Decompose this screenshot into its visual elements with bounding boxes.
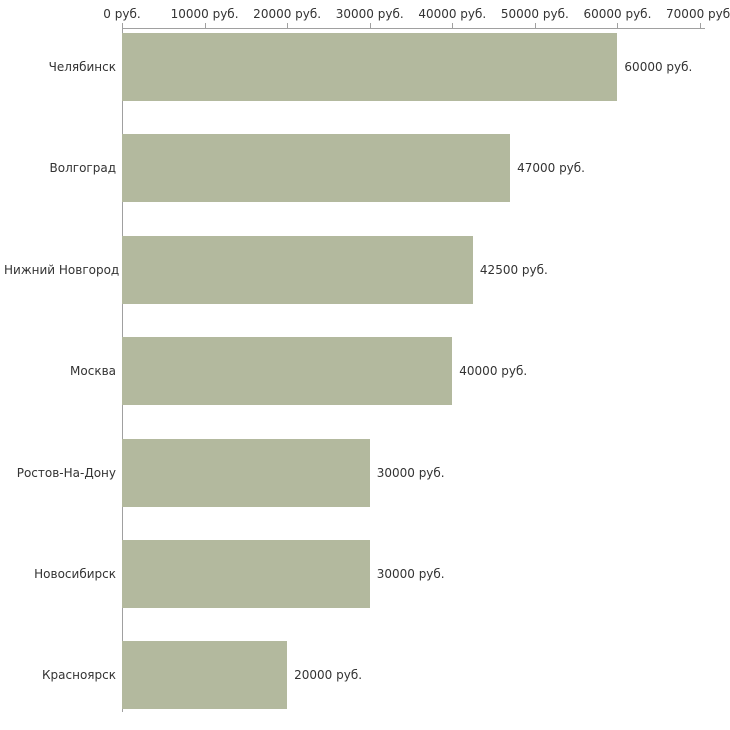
x-tick-label: 0 руб. xyxy=(103,7,141,21)
bar-3 xyxy=(122,337,453,406)
category-label: Ростов-На-Дону xyxy=(16,465,116,480)
x-tick-mark xyxy=(452,23,454,28)
x-tick-mark xyxy=(700,23,701,28)
x-tick-label: 50000 руб. xyxy=(500,7,569,21)
x-tick-mark xyxy=(617,23,619,28)
bar-0 xyxy=(122,33,618,101)
bar-2 xyxy=(122,235,473,304)
x-tick-mark xyxy=(287,23,289,28)
category-label: Новосибирск xyxy=(34,567,116,581)
category-label: Нижний Новгород xyxy=(4,262,120,277)
bar-4 xyxy=(122,438,370,507)
bar-5 xyxy=(122,540,370,608)
x-tick-label: 20000 руб. xyxy=(253,7,322,21)
category-label: Москва xyxy=(70,364,116,379)
x-tick-mark xyxy=(534,23,536,28)
value-label: 20000 руб. xyxy=(294,668,363,683)
x-tick-label: 30000 руб. xyxy=(335,7,404,21)
x-tick-label: 70000 руб. xyxy=(666,7,730,21)
x-tick-mark xyxy=(369,23,371,28)
value-label: 42500 руб. xyxy=(479,262,548,277)
value-label: 60000 руб. xyxy=(624,60,693,74)
value-label: 40000 руб. xyxy=(459,364,528,379)
value-label: 30000 руб. xyxy=(376,567,445,581)
bar-6 xyxy=(122,641,288,710)
value-label: 47000 руб. xyxy=(517,161,585,176)
category-label: Волгоград xyxy=(49,161,116,176)
x-tick-label: 40000 руб. xyxy=(418,7,487,21)
x-axis-line xyxy=(122,28,705,29)
x-tick-label: 60000 руб. xyxy=(583,7,652,21)
x-tick-mark xyxy=(122,23,123,28)
x-tick-mark xyxy=(204,23,206,28)
x-tick-label: 10000 руб. xyxy=(170,7,239,21)
value-label: 30000 руб. xyxy=(376,465,445,480)
bar-1 xyxy=(122,134,511,203)
category-label: Красноярск xyxy=(42,668,116,683)
category-label: Челябинск xyxy=(48,60,116,74)
